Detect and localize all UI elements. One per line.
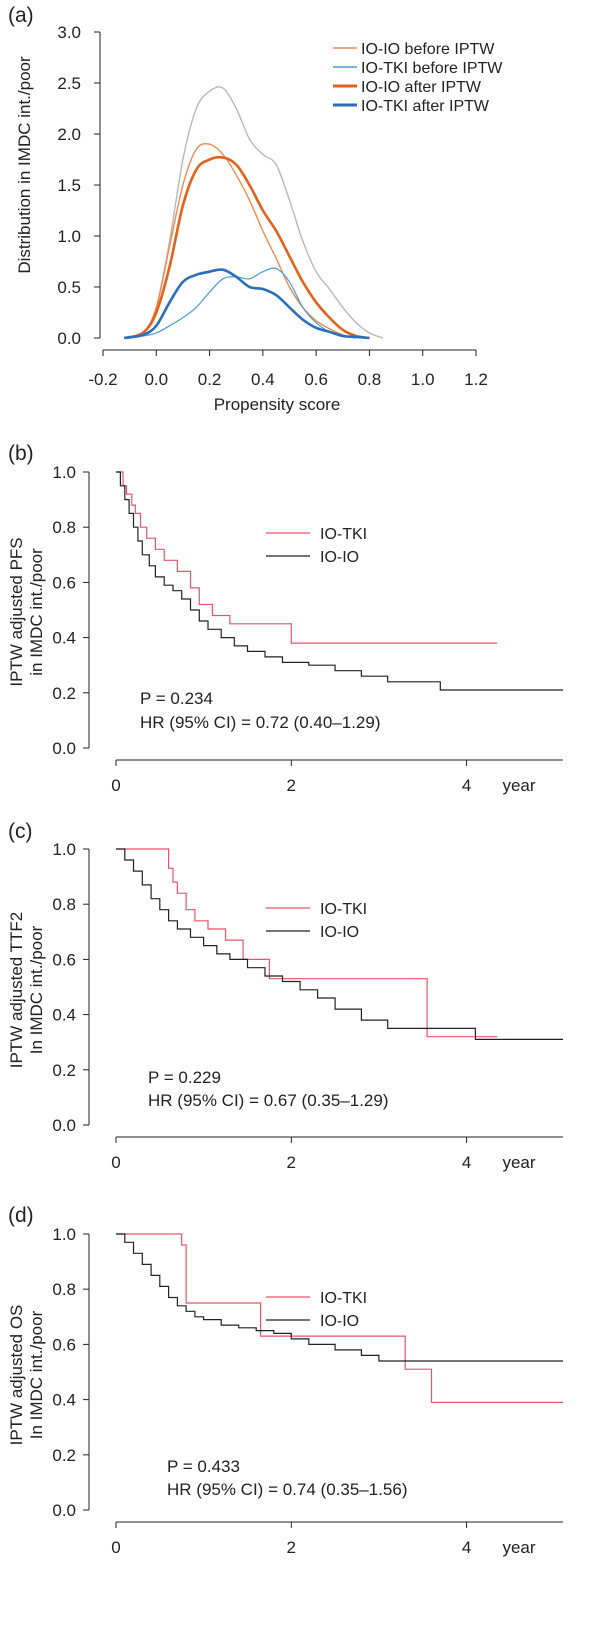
panel-b-legend-io-io: IO-IO <box>320 549 359 566</box>
km-curve-io-tki <box>116 1233 563 1403</box>
legend-io-tki-after: IO-TKI after IPTW <box>361 98 490 115</box>
panel-a-x-tick-label: 0.2 <box>198 370 222 389</box>
panel-a-density: (a) Distribution in IMDC int./poor Prope… <box>8 4 503 414</box>
x-tick-label: 2 <box>287 1153 296 1172</box>
x-tick-label: 0 <box>111 1538 120 1557</box>
series-line-io-io-after <box>123 155 370 340</box>
panel-a-x-tick-label: 1.0 <box>411 370 435 389</box>
panel-a-x-tick-label: 0.6 <box>304 370 328 389</box>
x-unit-label: year <box>502 1538 535 1557</box>
panel-c-legend-io-tki: IO-TKI <box>320 901 367 918</box>
y-tick-label: 0.0 <box>52 739 76 758</box>
panel-c-p-value: P = 0.229 <box>148 1068 221 1087</box>
panel-d-axes: 0.0 0.2 0.4 0.6 0.8 1.0 0 2 4 year <box>52 1225 563 1557</box>
panel-c-ylabel-2: In IMDC int./poor <box>27 925 46 1054</box>
panel-d-label: (d) <box>8 1204 34 1227</box>
y-tick-label: 0.4 <box>52 1391 76 1410</box>
panel-d-legend-io-io: IO-IO <box>320 1313 359 1330</box>
series-line-io-tki-after <box>124 268 370 340</box>
panel-c-ylabel-1: IPTW adjusted TTF2 <box>7 912 26 1069</box>
y-tick-label: 0.2 <box>52 684 76 703</box>
km-curve-io-tki <box>116 848 498 1038</box>
x-tick-label: 4 <box>462 1538 471 1557</box>
y-tick-label: 1.0 <box>52 1225 76 1244</box>
y-tick-label: 0.8 <box>52 895 76 914</box>
y-tick-label: 0.6 <box>52 1335 76 1354</box>
panel-a-xlabel: Propensity score <box>214 395 341 414</box>
panel-a-x-tick-label: 0.0 <box>144 370 168 389</box>
x-tick-label: 4 <box>462 776 471 795</box>
km-curve-io-io <box>116 471 563 691</box>
y-tick-label: 0.2 <box>52 1446 76 1465</box>
series-line-io-tki-before <box>124 267 357 339</box>
panel-d-hr: HR (95% CI) = 0.74 (0.35–1.56) <box>167 1480 407 1499</box>
x-tick-label: 2 <box>287 776 296 795</box>
y-tick-label: 0.8 <box>52 518 76 537</box>
x-unit-label: year <box>502 1153 535 1172</box>
panel-a-axes: -0.2 0.0 0.2 0.4 0.6 0.8 1.0 1.2 0.0 0.5 1.0 1.5 2.0… <box>57 23 487 389</box>
panel-b-ylabel-2: in IMDC int./poor <box>27 548 46 676</box>
km-curve-io-io <box>116 1233 563 1362</box>
y-tick-label: 0.2 <box>52 1061 76 1080</box>
panel-a-y-tick-label: 2.0 <box>57 125 81 144</box>
y-tick-label: 1.0 <box>52 463 76 482</box>
x-tick-label: 4 <box>462 1153 471 1172</box>
legend-io-tki-before: IO-TKI before IPTW <box>361 60 503 77</box>
y-tick-label: 0.6 <box>52 950 76 969</box>
panel-c-hr: HR (95% CI) = 0.67 (0.35–1.29) <box>148 1091 388 1110</box>
panel-a-legend: IO-IO before IPTW IO-TKI before IPTW IO-… <box>333 41 503 115</box>
legend-io-io-before: IO-IO before IPTW <box>361 41 495 58</box>
panel-d-legend-io-tki: IO-TKI <box>320 1290 367 1307</box>
y-tick-label: 0.4 <box>52 1006 76 1025</box>
panel-c-series <box>116 848 563 1040</box>
panel-a-y-tick-label: 1.0 <box>57 227 81 246</box>
y-tick-label: 0.8 <box>52 1280 76 1299</box>
panel-c-label: (c) <box>8 820 33 843</box>
panel-a-y-tick-label: 3.0 <box>57 23 81 42</box>
panel-b-label: (b) <box>8 442 34 465</box>
legend-io-io-after: IO-IO after IPTW <box>361 79 482 96</box>
y-tick-label: 1.0 <box>52 840 76 859</box>
x-tick-label: 2 <box>287 1538 296 1557</box>
panel-a-y-tick-label: 0.5 <box>57 278 81 297</box>
panel-c-legend-io-io: IO-IO <box>320 924 359 941</box>
panel-c-ttf2: (c) IPTW adjusted TTF2 In IMDC int./poor… <box>7 820 563 1172</box>
panel-a-x-tick-label: 1.2 <box>464 370 488 389</box>
panel-b-legend-io-tki: IO-TKI <box>320 526 367 543</box>
x-tick-label: 0 <box>111 776 120 795</box>
panel-a-x-tick-label: 0.4 <box>251 370 275 389</box>
y-tick-label: 0.0 <box>52 1116 76 1135</box>
panel-a-x-tick-label: -0.2 <box>88 370 117 389</box>
series-line-total <box>124 86 384 339</box>
panel-d-ylabel-2: In IMDC int./poor <box>27 1310 46 1439</box>
panel-b-axes: 0.0 0.2 0.4 0.6 0.8 1.0 0 2 4 year <box>52 463 563 795</box>
panel-d-p-value: P = 0.433 <box>167 1457 240 1476</box>
panel-a-y-tick-label: 1.5 <box>57 176 81 195</box>
panel-d-ylabel-1: IPTW adjusted OS <box>7 1305 26 1446</box>
y-tick-label: 0.6 <box>52 573 76 592</box>
panel-c-axes: 0.0 0.2 0.4 0.6 0.8 1.0 0 2 4 year <box>52 840 563 1172</box>
panel-a-ylabel: Distribution in IMDC int./poor <box>15 56 34 274</box>
y-tick-label: 0.0 <box>52 1501 76 1520</box>
y-tick-label: 0.4 <box>52 629 76 648</box>
panel-d-series <box>116 1233 563 1403</box>
panel-a-series <box>123 86 384 340</box>
x-tick-label: 0 <box>111 1153 120 1172</box>
panel-b-ylabel-1: IPTW adjusted PFS <box>7 537 26 686</box>
panel-b-p-value: P = 0.234 <box>140 689 213 708</box>
panel-d-os: (d) IPTW adjusted OS In IMDC int./poor 0… <box>7 1204 563 1557</box>
panel-a-x-tick-label: 0.8 <box>358 370 382 389</box>
panel-b-series <box>116 471 563 691</box>
panel-b-pfs: (b) IPTW adjusted PFS in IMDC int./poor … <box>7 442 563 795</box>
x-unit-label: year <box>502 776 535 795</box>
panel-a-label: (a) <box>8 4 34 27</box>
panel-b-hr: HR (95% CI) = 0.72 (0.40–1.29) <box>140 713 380 732</box>
panel-a-y-tick-label: 2.5 <box>57 74 81 93</box>
panel-a-y-tick-label: 0.0 <box>57 329 81 348</box>
km-curve-io-io <box>116 848 563 1040</box>
km-curve-io-tki <box>116 471 498 644</box>
series-line-io-io-before <box>124 142 357 339</box>
